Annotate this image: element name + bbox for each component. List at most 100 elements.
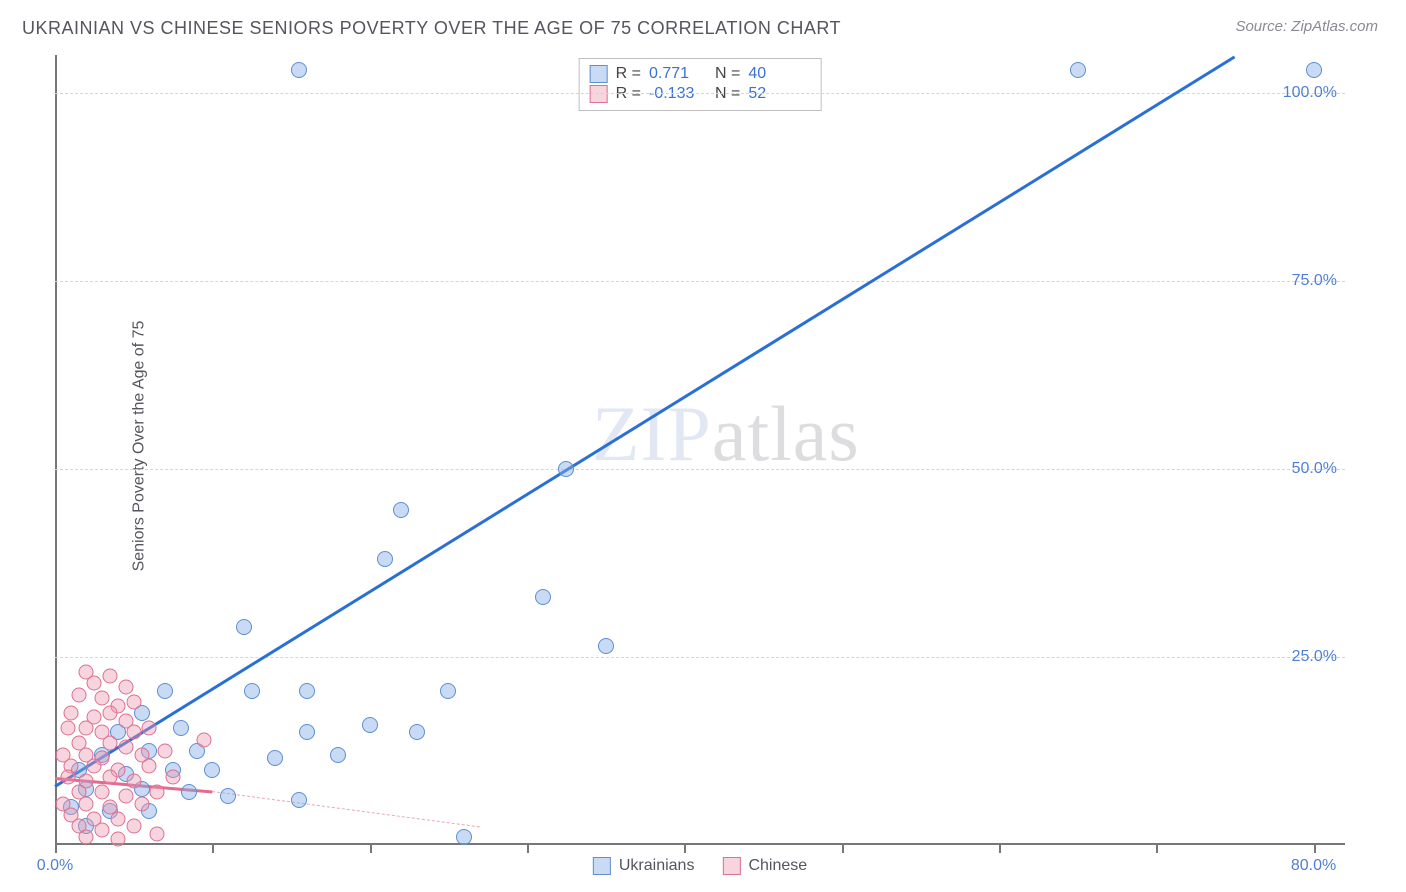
x-tick <box>212 845 214 853</box>
data-point-ukrainians <box>362 717 378 733</box>
data-point-ukrainians <box>236 619 252 635</box>
n-value-chinese: 52 <box>748 85 806 103</box>
data-point-ukrainians <box>291 62 307 78</box>
n-label: N = <box>715 65 740 83</box>
x-tick <box>1314 845 1316 853</box>
chart-title: UKRAINIAN VS CHINESE SENIORS POVERTY OVE… <box>22 18 841 39</box>
data-point-chinese <box>118 740 133 755</box>
data-point-ukrainians <box>535 589 551 605</box>
data-point-ukrainians <box>173 720 189 736</box>
data-point-ukrainians <box>1070 62 1086 78</box>
data-point-chinese <box>165 770 180 785</box>
data-point-ukrainians <box>299 724 315 740</box>
data-point-chinese <box>103 706 118 721</box>
source-label: Source: ZipAtlas.com <box>1235 18 1378 35</box>
x-tick <box>55 845 57 853</box>
data-point-chinese <box>126 819 141 834</box>
data-point-ukrainians <box>220 788 236 804</box>
y-axis <box>55 55 57 845</box>
data-point-ukrainians <box>299 683 315 699</box>
data-point-chinese <box>142 721 157 736</box>
swatch-pink-icon <box>590 85 608 103</box>
data-point-chinese <box>79 830 94 845</box>
x-tick <box>684 845 686 853</box>
data-point-ukrainians <box>181 784 197 800</box>
chart-plot-area: ZIPatlas R = 0.771 N = 40 R = -0.133 N =… <box>55 55 1345 845</box>
data-point-ukrainians <box>330 747 346 763</box>
data-point-chinese <box>95 785 110 800</box>
stats-row-ukrainians: R = 0.771 N = 40 <box>590 64 807 84</box>
x-tick <box>1156 845 1158 853</box>
trendline-ukrainians <box>54 55 1235 787</box>
y-tick-label: 75.0% <box>1292 272 1337 290</box>
x-tick-label: 80.0% <box>1291 857 1336 875</box>
data-point-ukrainians <box>204 762 220 778</box>
data-point-chinese <box>150 826 165 841</box>
data-point-ukrainians <box>393 502 409 518</box>
data-point-chinese <box>118 680 133 695</box>
data-point-chinese <box>142 759 157 774</box>
data-point-chinese <box>126 725 141 740</box>
data-point-ukrainians <box>409 724 425 740</box>
data-point-chinese <box>103 770 118 785</box>
data-point-chinese <box>103 668 118 683</box>
data-point-chinese <box>87 759 102 774</box>
legend-item-chinese: Chinese <box>722 857 807 875</box>
x-axis <box>55 843 1345 845</box>
x-tick <box>527 845 529 853</box>
data-point-ukrainians <box>291 792 307 808</box>
watermark-left: ZIP <box>592 390 712 477</box>
legend-label-chinese: Chinese <box>748 857 807 875</box>
data-point-chinese <box>60 721 75 736</box>
gridline <box>55 469 1345 470</box>
data-point-chinese <box>126 774 141 789</box>
data-point-ukrainians <box>558 461 574 477</box>
data-point-ukrainians <box>157 683 173 699</box>
swatch-blue-icon <box>593 857 611 875</box>
data-point-chinese <box>79 796 94 811</box>
data-point-chinese <box>110 811 125 826</box>
trendline-chinese-extrapolated <box>212 791 480 827</box>
swatch-pink-icon <box>722 857 740 875</box>
data-point-ukrainians <box>1306 62 1322 78</box>
data-point-chinese <box>126 695 141 710</box>
swatch-blue-icon <box>590 65 608 83</box>
y-tick-label: 25.0% <box>1292 648 1337 666</box>
r-label: R = <box>616 85 641 103</box>
data-point-chinese <box>134 796 149 811</box>
data-point-chinese <box>95 691 110 706</box>
data-point-chinese <box>71 687 86 702</box>
y-tick-label: 100.0% <box>1283 84 1337 102</box>
gridline <box>55 281 1345 282</box>
bottom-legend: Ukrainians Chinese <box>593 857 807 875</box>
n-value-ukrainians: 40 <box>748 65 806 83</box>
x-tick <box>842 845 844 853</box>
y-tick-label: 50.0% <box>1292 460 1337 478</box>
data-point-ukrainians <box>598 638 614 654</box>
r-value-ukrainians: 0.771 <box>649 65 707 83</box>
data-point-chinese <box>79 721 94 736</box>
watermark: ZIPatlas <box>592 389 860 479</box>
data-point-chinese <box>118 789 133 804</box>
data-point-chinese <box>197 732 212 747</box>
data-point-chinese <box>60 770 75 785</box>
x-tick <box>370 845 372 853</box>
r-label: R = <box>616 65 641 83</box>
data-point-chinese <box>158 743 173 758</box>
stats-row-chinese: R = -0.133 N = 52 <box>590 84 807 104</box>
data-point-ukrainians <box>377 551 393 567</box>
x-tick <box>999 845 1001 853</box>
correlation-stats-box: R = 0.771 N = 40 R = -0.133 N = 52 <box>579 58 822 111</box>
data-point-chinese <box>63 706 78 721</box>
data-point-chinese <box>110 831 125 846</box>
n-label: N = <box>715 85 740 103</box>
watermark-right: atlas <box>712 390 860 477</box>
data-point-chinese <box>87 676 102 691</box>
legend-label-ukrainians: Ukrainians <box>619 857 695 875</box>
r-value-chinese: -0.133 <box>649 85 707 103</box>
legend-item-ukrainians: Ukrainians <box>593 857 695 875</box>
data-point-ukrainians <box>244 683 260 699</box>
data-point-ukrainians <box>267 750 283 766</box>
gridline <box>55 657 1345 658</box>
data-point-ukrainians <box>456 829 472 845</box>
